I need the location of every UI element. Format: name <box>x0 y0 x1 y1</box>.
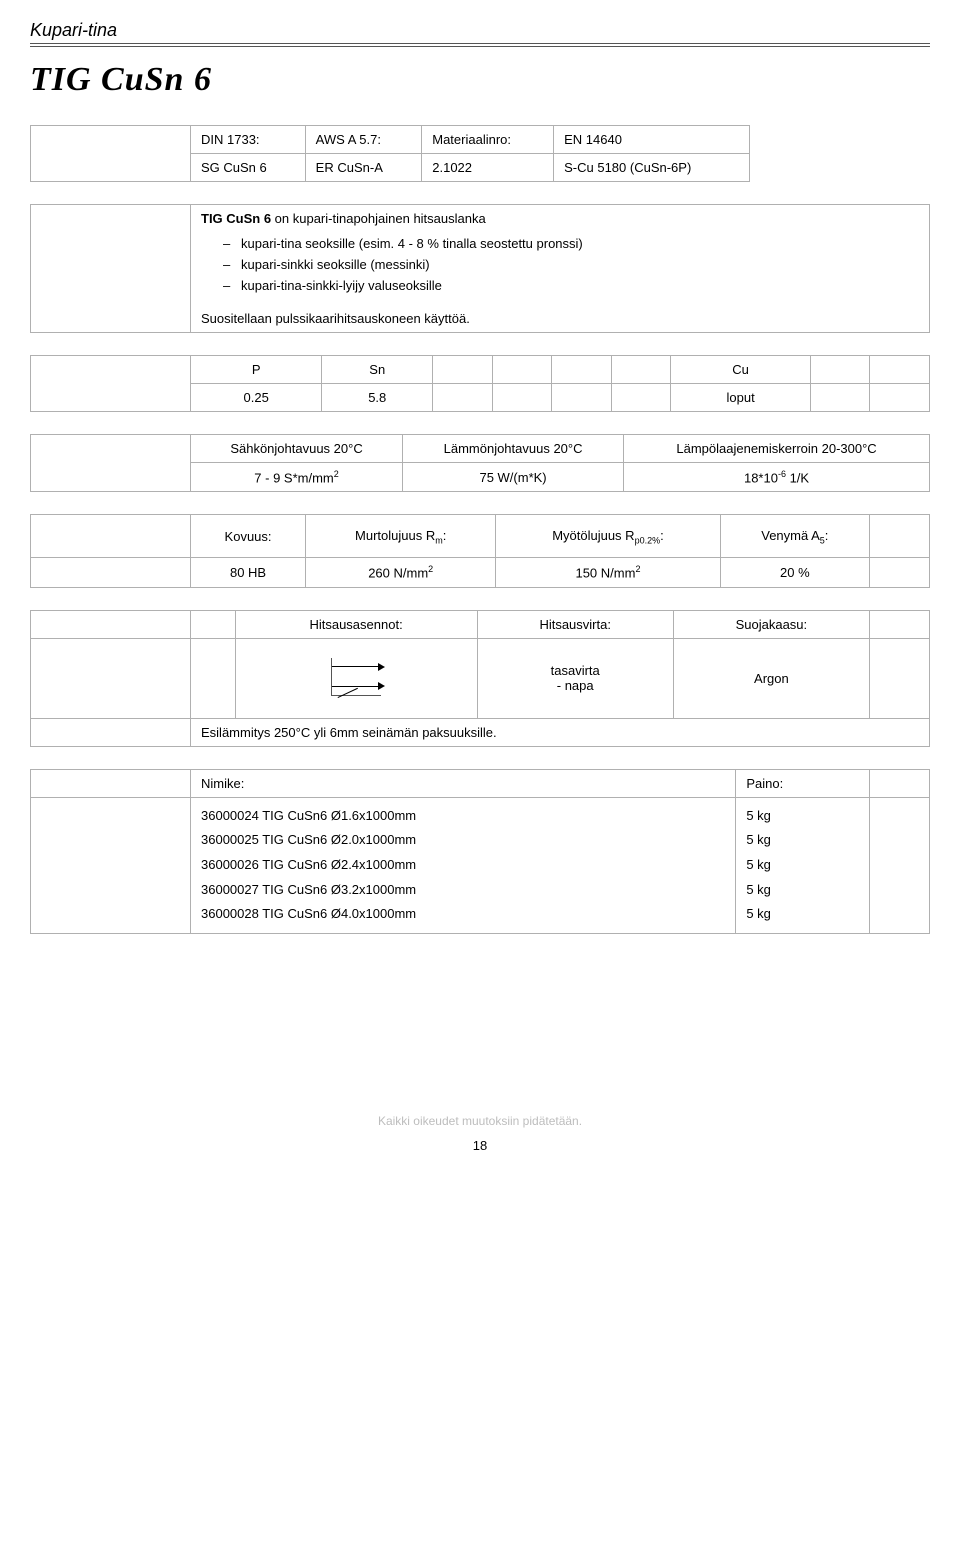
comp-h <box>870 356 930 384</box>
blank <box>191 610 236 638</box>
comp-v <box>870 384 930 412</box>
welding-table: Hitsausparametrit: Hitsausasennot: Hitsa… <box>30 610 930 747</box>
page-number: 18 <box>30 1138 930 1153</box>
blank <box>870 769 930 797</box>
mech-v-tens: 260 N/mm2 <box>306 558 496 587</box>
comp-h <box>433 356 493 384</box>
comp-h <box>552 356 612 384</box>
comp-h: Sn <box>322 356 433 384</box>
classification-table: Luokitukset: DIN 1733: AWS A 5.7: Materi… <box>30 125 750 182</box>
mech-h-tens: Murtolujuus Rm: <box>306 515 496 558</box>
composition-label: Tyypillinen koostumus (%): <box>31 356 191 412</box>
desc-footer: Suositellaan pulssikaarihitsauskoneen kä… <box>201 311 919 326</box>
weld-h-pos: Hitsausasennot: <box>235 610 477 638</box>
col-din: DIN 1733: <box>191 126 306 154</box>
description-body: TIG CuSn 6 on kupari-tinapohjainen hitsa… <box>191 205 930 333</box>
physical-table: Fysikaaliset ominaisuudet: Sähkönjohtavu… <box>30 434 930 492</box>
blank <box>191 638 236 718</box>
avail-weights: 5 kg 5 kg 5 kg 5 kg 5 kg <box>736 797 870 933</box>
blank <box>870 610 930 638</box>
classification-label: Luokitukset: <box>31 126 191 182</box>
comp-v: 0.25 <box>191 384 322 412</box>
phys-h3: Lämpölaajenemiskerroin 20-300°C <box>624 435 930 463</box>
blank <box>870 515 930 558</box>
comp-h <box>611 356 671 384</box>
phys-h1: Sähkönjohtavuus 20°C <box>191 435 403 463</box>
weld-current: tasavirta - napa <box>477 638 673 718</box>
physical-label: Fysikaaliset ominaisuudet: <box>31 435 191 492</box>
comp-v <box>552 384 612 412</box>
comp-h: P <box>191 356 322 384</box>
val-en: S-Cu 5180 (CuSn-6P) <box>554 154 750 182</box>
col-en: EN 14640 <box>554 126 750 154</box>
header-rule <box>30 43 930 47</box>
comp-v <box>810 384 870 412</box>
phys-v1: 7 - 9 S*m/mm2 <box>191 463 403 492</box>
weld-position-icon <box>235 638 477 718</box>
comp-v <box>492 384 552 412</box>
blank-label <box>31 718 191 746</box>
category-label: Kupari-tina <box>30 20 930 41</box>
phys-v3: 18*10-6 1/K <box>624 463 930 492</box>
mech-v-yield: 150 N/mm2 <box>496 558 720 587</box>
description-label: Kuvaus ja käyttökohteita: <box>31 205 191 333</box>
weld-gas: Argon <box>673 638 869 718</box>
mechanical-label: Mekaaniset ominaisuudet <box>31 515 191 558</box>
blank-label <box>31 638 191 718</box>
val-din: SG CuSn 6 <box>191 154 306 182</box>
val-aws: ER CuSn-A <box>305 154 422 182</box>
comp-h <box>810 356 870 384</box>
mech-v-elong: 20 % <box>720 558 869 587</box>
description-block: Kuvaus ja käyttökohteita: TIG CuSn 6 on … <box>30 204 930 333</box>
desc-item: kupari-tina-sinkki-lyijy valuseoksille <box>223 278 919 293</box>
blank-label <box>31 797 191 933</box>
weld-note: Esilämmitys 250°C yli 6mm seinämän paksu… <box>191 718 930 746</box>
comp-h: Cu <box>671 356 811 384</box>
welding-label: Hitsausparametrit: <box>31 610 191 638</box>
blank <box>870 797 930 933</box>
desc-lead-text: on kupari-tinapohjainen hitsauslanka <box>271 211 486 226</box>
mechanical-table: Mekaaniset ominaisuudet Kovuus: Murtoluj… <box>30 514 930 587</box>
comp-v: 5.8 <box>322 384 433 412</box>
blank <box>870 638 930 718</box>
desc-lead-name: TIG CuSn 6 <box>201 211 271 226</box>
avail-names: 36000024 TIG CuSn6 Ø1.6x1000mm 36000025 … <box>191 797 736 933</box>
composition-table: Tyypillinen koostumus (%): P Sn Cu 0.25 … <box>30 355 930 412</box>
comp-v: loput <box>671 384 811 412</box>
avail-h-name: Nimike: <box>191 769 736 797</box>
phys-v2: 75 W/(m*K) <box>403 463 624 492</box>
mech-temp: +20°C <box>31 558 191 587</box>
weld-h-cur: Hitsausvirta: <box>477 610 673 638</box>
phys-h2: Lämmönjohtavuus 20°C <box>403 435 624 463</box>
comp-v <box>433 384 493 412</box>
weld-h-gas: Suojakaasu: <box>673 610 869 638</box>
mech-h-yield: Myötölujuus Rp0.2%: <box>496 515 720 558</box>
comp-v <box>611 384 671 412</box>
desc-item: kupari-sinkki seoksille (messinki) <box>223 257 919 272</box>
blank <box>870 558 930 587</box>
avail-h-weight: Paino: <box>736 769 870 797</box>
mech-v-hard: 80 HB <box>191 558 306 587</box>
desc-item: kupari-tina seoksille (esim. 4 - 8 % tin… <box>223 236 919 251</box>
col-aws: AWS A 5.7: <box>305 126 422 154</box>
mech-h-elong: Venymä A5: <box>720 515 869 558</box>
comp-h <box>492 356 552 384</box>
val-matnr: 2.1022 <box>422 154 554 182</box>
footer-rights: Kaikki oikeudet muutoksiin pidätetään. <box>30 1114 930 1128</box>
availability-table: Saatavuus: Nimike: Paino: 36000024 TIG C… <box>30 769 930 934</box>
page-title: TIG CuSn 6 <box>30 61 930 99</box>
mech-h-hard: Kovuus: <box>191 515 306 558</box>
col-matnr: Materiaalinro: <box>422 126 554 154</box>
availability-label: Saatavuus: <box>31 769 191 797</box>
